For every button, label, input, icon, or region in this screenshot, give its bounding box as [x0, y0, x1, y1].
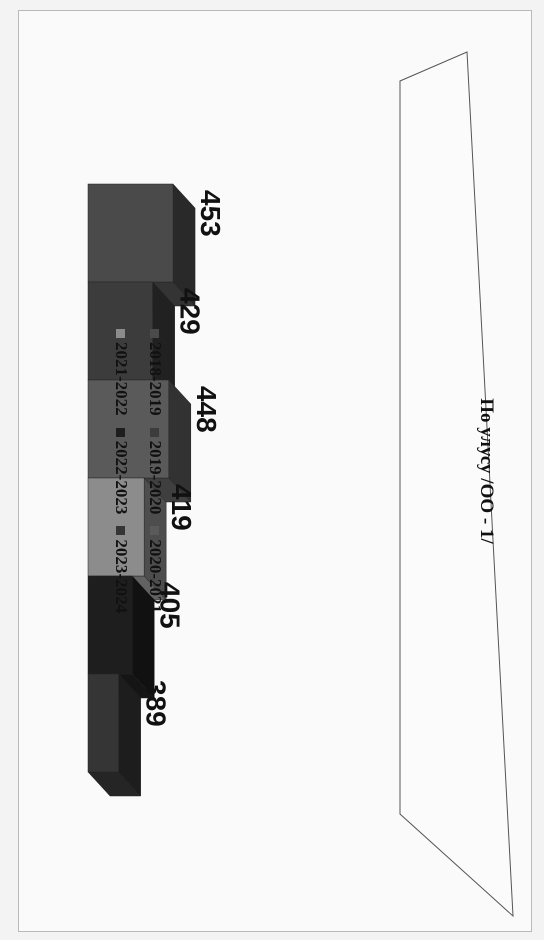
legend-label: 2021-2022 [112, 341, 131, 416]
legend-label: 2023-2024 [112, 539, 131, 613]
legend-item: 2020-2021 [145, 526, 165, 613]
x-category-label: По улусу /ОО - 1/ [476, 398, 497, 544]
legend-item: 2023-2024 [111, 526, 131, 613]
data-label: 448 [191, 386, 222, 433]
legend-label: 2020-2021 [146, 539, 165, 613]
data-label: 419 [166, 484, 197, 531]
bar-chart: 453 429 448 419 405 389 [87, 51, 514, 918]
data-label: 405 [154, 582, 185, 629]
legend-swatch [116, 427, 126, 437]
document-page: 453 429 448 419 405 389 2018-2019 2019-2020 202… [18, 10, 532, 932]
data-label: 453 [195, 190, 226, 237]
legend-swatch [150, 526, 160, 536]
legend-swatch [116, 526, 126, 536]
legend-item: 2019-2020 [145, 427, 165, 515]
legend-row: 2018-2019 2019-2020 2020-2021 [145, 211, 165, 731]
floor-plane [399, 51, 514, 918]
chart-legend: 2018-2019 2019-2020 2020-2021 2021-2022 202… [111, 211, 165, 731]
legend-label: 2018-2019 [146, 341, 165, 416]
legend-swatch [150, 427, 160, 437]
legend-row: 2021-2022 2022-2023 2023-2024 [111, 211, 131, 731]
bar [87, 673, 119, 773]
legend-label: 2019-2020 [146, 440, 165, 515]
legend-swatch [150, 328, 160, 338]
legend-item: 2018-2019 [145, 328, 165, 416]
data-label: 429 [175, 288, 206, 335]
legend-item: 2021-2022 [111, 328, 131, 416]
data-label: 389 [141, 680, 172, 727]
legend-swatch [116, 328, 126, 338]
legend-item: 2022-2023 [111, 427, 131, 515]
legend-label: 2022-2023 [112, 440, 131, 515]
rotated-chart: 453 429 448 419 405 389 2018-2019 2019-2020 202… [25, 16, 525, 926]
